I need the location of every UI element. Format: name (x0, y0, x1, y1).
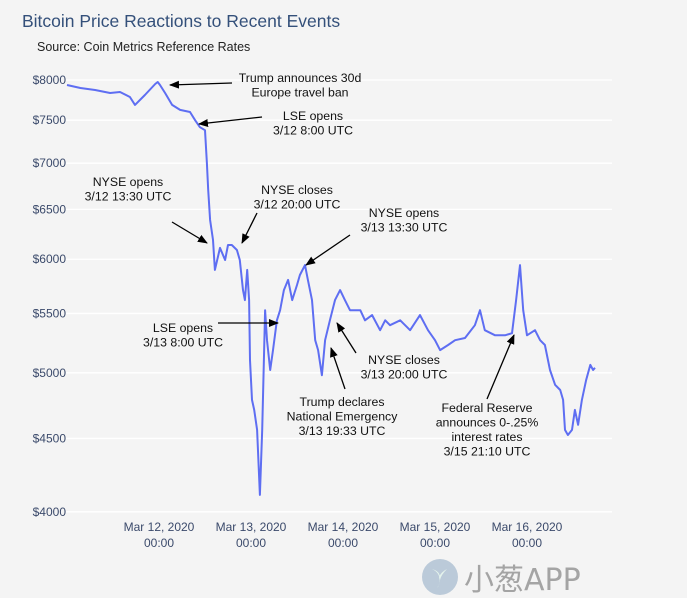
y-tick-label: $6500 (33, 202, 67, 216)
watermark-leaf-icon (432, 569, 447, 588)
watermark-text: 小葱APP (464, 563, 581, 598)
annotation-text: 3/12 8:00 UTC (273, 124, 353, 138)
annotation-text: 3/15 21:10 UTC (444, 445, 531, 459)
annotation-arrow (198, 116, 263, 127)
annotation-text: Trump declares (300, 395, 385, 409)
annotation-text: LSE opens (283, 109, 343, 123)
annotation-text: 3/13 19:33 UTC (299, 424, 386, 438)
annotation-text: 3/13 20:00 UTC (361, 368, 448, 382)
x-tick-label: Mar 15, 2020 (400, 520, 471, 534)
annotation-text: NYSE opens (93, 175, 163, 189)
annotation-text: 3/12 20:00 UTC (254, 198, 341, 212)
price-line (66, 81, 596, 496)
annotation-text: LSE opens (153, 321, 213, 335)
annotation-text: Europe travel ban (251, 86, 348, 100)
y-tick-label: $6000 (33, 252, 67, 266)
watermark: 小葱APP (422, 559, 581, 598)
x-tick-label: Mar 14, 2020 (308, 520, 379, 534)
y-tick-label: $4500 (33, 431, 67, 445)
chart-title: Bitcoin Price Reactions to Recent Events (22, 11, 341, 31)
x-tick-label: 00:00 (328, 536, 358, 550)
y-tick-label: $7500 (33, 113, 67, 127)
annotation-text: 3/13 8:00 UTC (143, 336, 223, 350)
chart-subtitle: Source: Coin Metrics Reference Rates (37, 40, 251, 54)
x-tick-label: 00:00 (420, 536, 450, 550)
annotation-text: NYSE closes (368, 353, 440, 367)
y-tick-label: $5500 (33, 306, 67, 320)
x-tick-label: 00:00 (236, 536, 266, 550)
annotation-arrow (169, 80, 233, 89)
x-tick-label: 00:00 (144, 536, 174, 550)
x-tick-label: Mar 12, 2020 (124, 520, 195, 534)
y-tick-label: $5000 (33, 366, 67, 380)
annotation-text: interest rates (451, 430, 522, 444)
y-tick-label: $8000 (33, 73, 67, 87)
annotation-arrow (171, 221, 208, 244)
annotation-arrow (486, 334, 515, 400)
annotation-arrow (305, 234, 351, 266)
annotation-text: NYSE opens (369, 206, 439, 220)
x-tick-label: 00:00 (512, 536, 542, 550)
x-tick-label: Mar 16, 2020 (492, 520, 563, 534)
y-tick-label: $7000 (33, 156, 67, 170)
y-tick-label: $4000 (33, 505, 67, 519)
annotation-arrow (241, 212, 258, 244)
x-tick-label: Mar 13, 2020 (216, 520, 287, 534)
annotation-text: announces 0-.25% (436, 416, 539, 430)
annotation-text: Trump announces 30d (239, 71, 362, 85)
annotation-text: NYSE closes (261, 183, 333, 197)
annotation-arrow (336, 322, 357, 354)
annotation-arrow (330, 347, 346, 390)
annotation-text: National Emergency (287, 410, 399, 424)
annotation-text: 3/12 13:30 UTC (85, 190, 172, 204)
annotation-text: Federal Reserve (442, 401, 533, 415)
annotation-text: 3/13 13:30 UTC (361, 221, 448, 235)
